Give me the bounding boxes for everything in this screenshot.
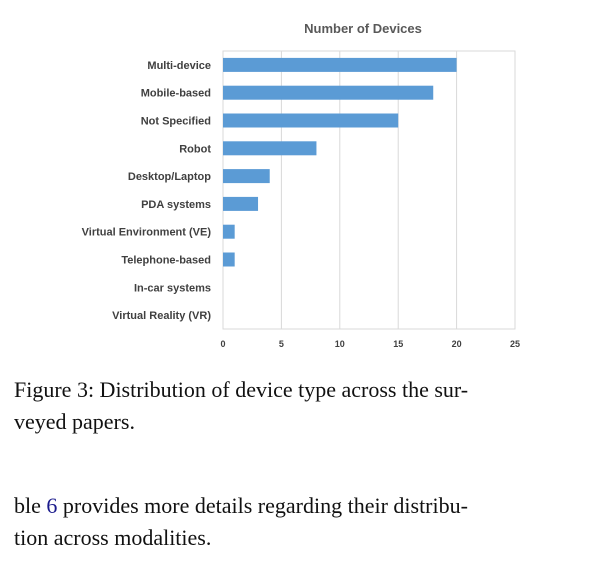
x-tick-label-25: 25 (510, 339, 520, 349)
category-label-telephone-based: Telephone-based (121, 255, 211, 267)
category-label-not-specified: Not Specified (141, 116, 211, 128)
bar-robot (223, 141, 317, 156)
body-line-1-start: ble (14, 493, 47, 518)
body-line-2: tion across modalities. (14, 525, 212, 550)
x-tick-labels: 0 5 10 15 20 25 (220, 339, 520, 349)
caption-line-2: veyed papers. (14, 409, 135, 434)
category-label-in-car-systems: In-car systems (134, 282, 211, 294)
category-label-desktop-laptop: Desktop/Laptop (128, 171, 211, 183)
bar-not-specified (223, 113, 399, 128)
table-reference-link[interactable]: 6 (46, 493, 58, 518)
bar-telephone-based (223, 252, 235, 267)
body-line-1-end: provides more details regarding their di… (57, 493, 468, 518)
category-label-virtual-environment-ve: Virtual Environment (VE) (82, 227, 212, 239)
device-bar-chart: Number of Devices Multi-device Mobile-bas… (82, 21, 520, 349)
plot-area-border (222, 50, 516, 330)
bar-mobile-based (223, 85, 434, 100)
bar-desktop-laptop (223, 169, 270, 184)
x-tick-label-20: 20 (452, 339, 462, 349)
x-tick-label-5: 5 (279, 339, 284, 349)
category-labels: Multi-device Mobile-based Not Specified Rob… (82, 60, 212, 322)
category-label-virtual-reality-vr: Virtual Reality (VR) (112, 310, 211, 322)
x-tick-label-0: 0 (220, 339, 225, 349)
body-line-1: ble 6 provides more details regarding th… (14, 490, 582, 522)
caption-line-1: Figure 3: Distribution of device type ac… (14, 377, 469, 402)
chart-bars (223, 57, 457, 267)
body-paragraph: ble 6 provides more details regarding th… (14, 490, 582, 554)
figure-caption: Figure 3: Distribution of device type ac… (14, 374, 582, 438)
category-label-multi-device: Multi-device (147, 60, 211, 72)
category-label-mobile-based: Mobile-based (141, 88, 211, 100)
chart-title: Number of Devices (304, 21, 422, 36)
bar-multi-device (223, 57, 457, 72)
bar-pda-systems (223, 196, 259, 211)
bar-virtual-environment-ve (223, 224, 235, 239)
category-label-robot: Robot (179, 143, 211, 155)
category-label-pda-systems: PDA systems (141, 199, 211, 211)
x-tick-label-15: 15 (393, 339, 403, 349)
x-tick-label-10: 10 (335, 339, 345, 349)
